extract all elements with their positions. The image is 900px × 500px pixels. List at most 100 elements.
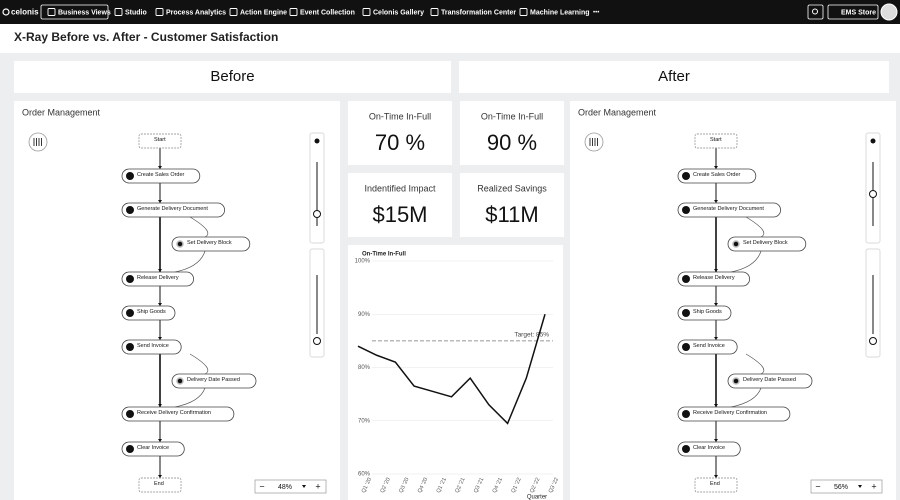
terminal-node[interactable] bbox=[138, 477, 182, 493]
activity-node[interactable] bbox=[121, 305, 176, 321]
node-label: Generate Delivery Document bbox=[137, 206, 208, 212]
nav-item[interactable]: Celonis Gallery bbox=[373, 9, 424, 16]
activity-icon bbox=[682, 445, 690, 453]
edge-arrow bbox=[158, 475, 162, 478]
nav-item[interactable]: Business Views bbox=[58, 9, 111, 16]
slider-handle[interactable] bbox=[313, 337, 321, 345]
title-bar bbox=[0, 24, 900, 53]
node-label: Start bbox=[154, 137, 166, 143]
terminal-node[interactable] bbox=[694, 133, 738, 149]
activity-node[interactable] bbox=[121, 271, 194, 287]
branch-edge bbox=[174, 250, 206, 273]
kpi-card bbox=[348, 101, 452, 165]
node-label: Send Invoice bbox=[137, 343, 169, 349]
node-label: Ship Goods bbox=[693, 309, 722, 315]
y-tick-label: 70% bbox=[358, 418, 371, 424]
zoom-in[interactable]: + bbox=[315, 481, 320, 491]
node-label: Create Sales Order bbox=[137, 172, 185, 178]
avatar[interactable] bbox=[880, 3, 898, 21]
zoom-out[interactable]: − bbox=[259, 481, 264, 491]
store-label[interactable]: EMS Store bbox=[841, 9, 876, 16]
branch-edge bbox=[189, 353, 209, 375]
chart-card bbox=[348, 245, 563, 500]
slider-handle[interactable] bbox=[869, 337, 877, 345]
activity-node[interactable] bbox=[121, 202, 225, 218]
activity-node[interactable] bbox=[727, 236, 807, 252]
activity-node[interactable] bbox=[677, 202, 781, 218]
x-axis-label: Quarter bbox=[527, 495, 547, 500]
node-label: Release Delivery bbox=[693, 275, 735, 281]
branch-edge bbox=[174, 387, 206, 408]
nav-item[interactable]: Event Collection bbox=[300, 9, 355, 16]
kpi-label: On-Time In-Full bbox=[481, 111, 543, 121]
activity-node[interactable] bbox=[121, 406, 235, 422]
slider-handle[interactable] bbox=[869, 190, 877, 198]
node-label: Delivery Date Passed bbox=[743, 377, 796, 383]
activity-node[interactable] bbox=[677, 441, 741, 457]
node-label: End bbox=[154, 481, 164, 487]
nav-item[interactable]: Process Analytics bbox=[166, 9, 226, 16]
activity-icon bbox=[126, 206, 134, 214]
activity-node[interactable] bbox=[677, 271, 750, 287]
activity-node[interactable] bbox=[171, 373, 257, 389]
branch-edge bbox=[730, 250, 762, 273]
logo: celonis bbox=[11, 8, 39, 17]
edge-arrow bbox=[714, 269, 718, 272]
activity-node[interactable] bbox=[677, 305, 732, 321]
node-label: Start bbox=[710, 137, 722, 143]
slider-handle[interactable] bbox=[313, 210, 321, 218]
node-label: Delivery Date Passed bbox=[187, 377, 240, 383]
activity-icon bbox=[126, 172, 134, 180]
slider-dot bbox=[870, 138, 876, 144]
zoom-dropdown[interactable] bbox=[302, 485, 306, 488]
nav-active bbox=[40, 4, 109, 20]
nav-icon bbox=[47, 8, 56, 16]
edge-arrow bbox=[714, 303, 718, 306]
search-button[interactable] bbox=[807, 4, 824, 20]
node-label: Send Invoice bbox=[693, 343, 725, 349]
kpi-label: On-Time In-Full bbox=[369, 111, 431, 121]
nav-item[interactable]: Studio bbox=[125, 9, 147, 16]
activity-node[interactable] bbox=[677, 168, 757, 184]
nav-item[interactable]: Action Engine bbox=[240, 9, 287, 16]
section-header bbox=[459, 61, 889, 93]
edge-arrow bbox=[714, 404, 718, 407]
nav-icon bbox=[519, 8, 528, 16]
edge-arrow bbox=[714, 200, 718, 203]
edge-arrow bbox=[714, 337, 718, 340]
edge-arrow bbox=[158, 404, 162, 407]
activity-node[interactable] bbox=[677, 339, 738, 355]
zoom-dropdown[interactable] bbox=[858, 485, 862, 488]
target-label: Target: 85% bbox=[514, 332, 549, 339]
filter-button[interactable] bbox=[28, 132, 48, 152]
edge-arrow bbox=[158, 166, 162, 169]
store-button[interactable] bbox=[827, 4, 879, 20]
nav-more[interactable]: ••• bbox=[593, 10, 599, 16]
activity-node[interactable] bbox=[677, 406, 791, 422]
zoom-out[interactable]: − bbox=[815, 481, 820, 491]
kpi-card bbox=[460, 101, 564, 165]
kpi-label: Indentified Impact bbox=[364, 183, 436, 193]
zoom-value: 48% bbox=[278, 484, 292, 491]
terminal-node[interactable] bbox=[138, 133, 182, 149]
terminal-node[interactable] bbox=[694, 477, 738, 493]
edge-arrow bbox=[158, 337, 162, 340]
activity-icon bbox=[682, 275, 690, 283]
activity-node[interactable] bbox=[171, 236, 251, 252]
activity-node[interactable] bbox=[121, 339, 182, 355]
nav-item[interactable]: Transformation Center bbox=[441, 9, 516, 16]
y-tick-label: 80% bbox=[358, 365, 371, 371]
filter-button[interactable] bbox=[584, 132, 604, 152]
activity-node[interactable] bbox=[121, 168, 201, 184]
activity-node[interactable] bbox=[727, 373, 813, 389]
nav-item[interactable]: Machine Learning bbox=[530, 9, 590, 16]
kpi-value: $11M bbox=[485, 202, 538, 227]
zoom-in[interactable]: + bbox=[871, 481, 876, 491]
branch-edge bbox=[189, 216, 209, 238]
node-label: Release Delivery bbox=[137, 275, 179, 281]
activity-icon bbox=[682, 343, 690, 351]
search-icon bbox=[812, 8, 818, 15]
process-title: Order Management bbox=[22, 107, 101, 117]
activity-node[interactable] bbox=[121, 441, 185, 457]
